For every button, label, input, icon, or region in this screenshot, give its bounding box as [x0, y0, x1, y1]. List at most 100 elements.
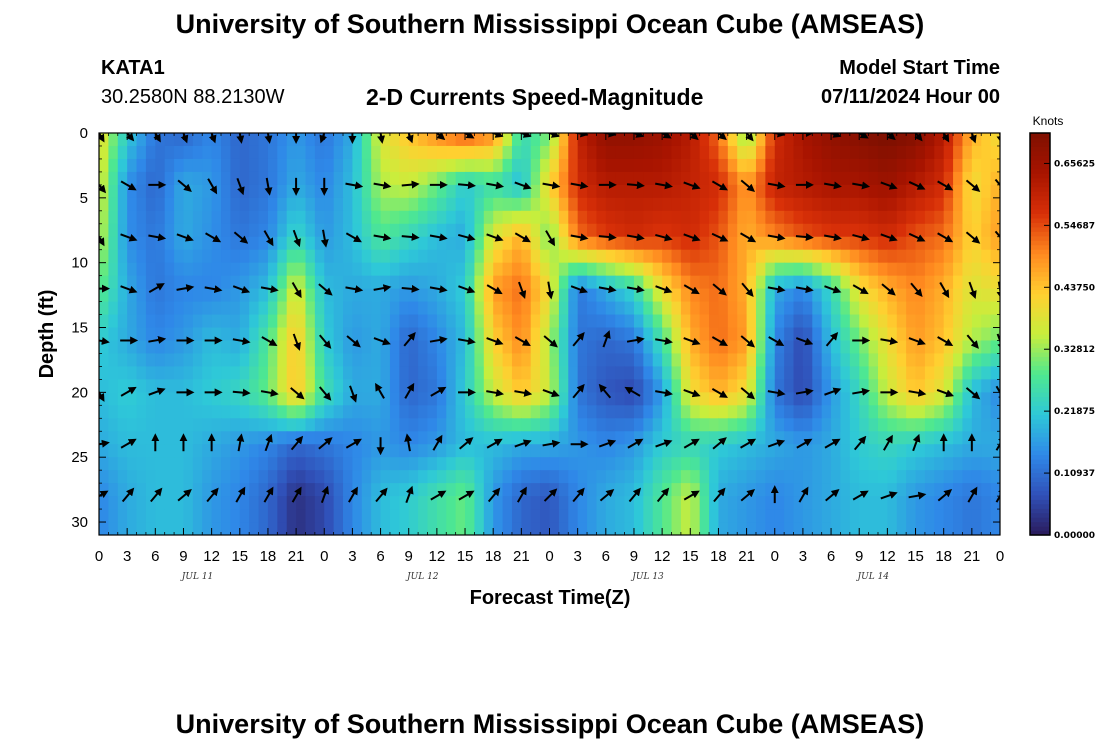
heatmap-cell: [192, 171, 203, 186]
heatmap-cell: [164, 236, 175, 251]
heatmap-cell: [511, 275, 522, 290]
heatmap-cell: [680, 353, 691, 368]
heatmap-cell: [765, 327, 776, 342]
heatmap-cell: [699, 314, 710, 329]
current-vector-arrow: [120, 233, 138, 242]
heatmap-cell: [174, 431, 185, 445]
heatmap-cell: [812, 522, 823, 535]
heatmap-cell: [624, 249, 635, 264]
heatmap-cell: [164, 249, 175, 264]
heatmap-cell: [427, 301, 438, 316]
heatmap-cell: [305, 392, 316, 406]
heatmap-cell: [549, 223, 560, 238]
current-vector-arrow: [463, 133, 475, 139]
heatmap-cell: [906, 145, 917, 160]
heatmap-cell: [502, 249, 513, 264]
heatmap-cell: [831, 431, 842, 445]
heatmap-cell: [558, 223, 569, 238]
heatmap-cell: [267, 522, 278, 535]
heatmap-cell: [690, 145, 701, 160]
current-vector-arrow: [486, 388, 505, 397]
heatmap-cell: [699, 496, 710, 510]
heatmap-cell: [924, 483, 935, 497]
heatmap-cell: [793, 133, 804, 147]
heatmap-cell: [605, 444, 616, 458]
current-vector-arrow: [120, 285, 138, 294]
heatmap-cell: [361, 133, 372, 147]
heatmap-cell: [314, 236, 325, 251]
current-vector-arrow: [514, 181, 532, 190]
heatmap-cell: [202, 366, 213, 380]
heatmap-cell: [117, 133, 128, 147]
heatmap-cell: [267, 405, 278, 419]
heatmap-cell: [971, 366, 982, 380]
heatmap-cell: [324, 366, 335, 380]
heatmap-cell: [812, 275, 823, 290]
heatmap-cell: [615, 353, 626, 368]
heatmap-cell: [389, 210, 400, 225]
heatmap-cell: [971, 171, 982, 186]
heatmap-cell: [314, 444, 325, 458]
heatmap-cell: [915, 340, 926, 355]
heatmap-cell: [765, 470, 776, 484]
heatmap-cell: [680, 133, 691, 147]
heatmap-cell: [192, 210, 203, 225]
heatmap-cell: [343, 223, 354, 238]
heatmap-cell: [230, 522, 241, 535]
heatmap-cell: [258, 262, 269, 277]
heatmap-cell: [990, 223, 1000, 238]
current-vector-arrow: [516, 486, 527, 503]
heatmap-cell: [990, 522, 1000, 535]
heatmap-cell: [211, 223, 222, 238]
heatmap-cell: [521, 327, 532, 342]
heatmap-cell: [605, 340, 616, 355]
heatmap-cell: [877, 483, 888, 497]
heatmap-cell: [577, 392, 588, 406]
heatmap-cell: [981, 366, 992, 380]
heatmap-cell: [577, 236, 588, 251]
heatmap-cell: [296, 444, 307, 458]
heatmap-cell: [389, 275, 400, 290]
heatmap-cell: [709, 392, 720, 406]
heatmap-cell: [831, 379, 842, 393]
heatmap-cell: [652, 366, 663, 380]
heatmap-cell: [690, 379, 701, 393]
heatmap-cell: [455, 301, 466, 316]
heatmap-cell: [136, 171, 147, 186]
heatmap-cell: [474, 496, 485, 510]
heatmap-cell: [155, 392, 166, 406]
heatmap-cell: [671, 496, 682, 510]
current-vector-arrow: [180, 133, 189, 144]
heatmap-cell: [605, 405, 616, 419]
heatmap-cell: [971, 496, 982, 510]
heatmap-cell: [633, 210, 644, 225]
heatmap-cell: [408, 171, 419, 186]
heatmap-cell: [399, 457, 410, 471]
heatmap-cell: [352, 133, 363, 147]
current-vector-arrow: [320, 485, 330, 504]
x-tick-label: 21: [738, 548, 755, 565]
heatmap-cell: [540, 288, 551, 303]
heatmap-cell: [286, 379, 297, 393]
colorbar-segment: [1030, 231, 1050, 237]
heatmap-cell: [877, 275, 888, 290]
colorbar-segment: [1030, 338, 1050, 344]
heatmap-cell: [727, 145, 738, 160]
heatmap-cell: [145, 288, 156, 303]
heatmap-cell: [624, 418, 635, 432]
heatmap-cell: [596, 522, 607, 535]
heatmap-cell: [652, 431, 663, 445]
heatmap-cell: [352, 158, 363, 173]
heatmap-cell: [117, 340, 128, 355]
heatmap-cell: [765, 210, 776, 225]
heatmap-cell: [483, 249, 494, 264]
heatmap-cell: [971, 210, 982, 225]
heatmap-cell: [699, 158, 710, 173]
heatmap-cell: [924, 158, 935, 173]
heatmap-cell: [549, 184, 560, 199]
heatmap-cell: [408, 405, 419, 419]
heatmap-cell: [258, 327, 269, 342]
heatmap-cell: [117, 431, 128, 445]
heatmap-cell: [774, 366, 785, 380]
heatmap-cell: [831, 145, 842, 160]
